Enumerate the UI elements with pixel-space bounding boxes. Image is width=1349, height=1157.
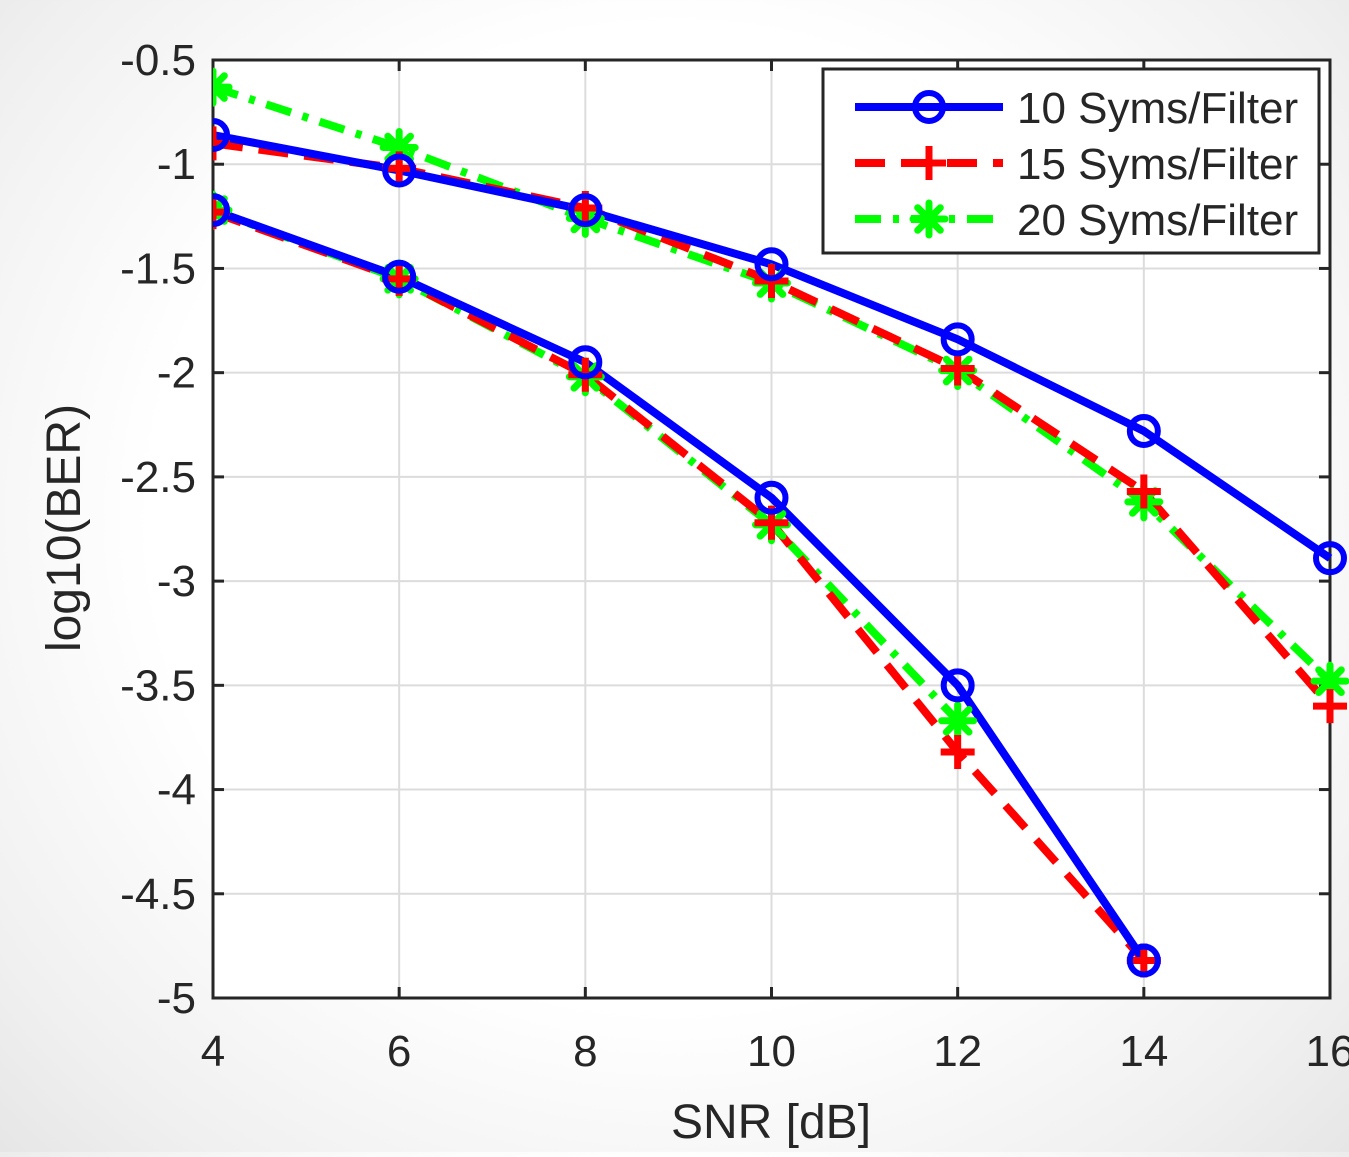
axis-labels: SNR [dB] log10(BER) — [38, 404, 871, 1149]
data-point-10-syms — [1313, 541, 1347, 576]
legend-marker — [909, 199, 949, 239]
y-tick-label: -1.5 — [120, 244, 196, 293]
y-tick-label: -0.5 — [120, 36, 196, 85]
y-tick-label: -3.5 — [120, 661, 196, 710]
data-point-10-syms — [940, 668, 975, 703]
legend-entry: 10 Syms/Filter — [855, 84, 1298, 133]
y-tick-label: -2 — [157, 349, 196, 398]
data-point-15-syms — [940, 735, 975, 770]
legend-marker — [912, 146, 946, 180]
data-series — [213, 67, 1349, 978]
legend-entry: 20 Syms/Filter — [855, 196, 1298, 245]
data-point-10-syms — [213, 118, 230, 153]
x-tick-label: 8 — [573, 1027, 597, 1076]
data-point-10-syms — [568, 345, 603, 380]
data-point-10-syms — [382, 259, 417, 294]
series-line-10-syms-group-2 — [213, 206, 1148, 963]
y-tick-label: -4.5 — [120, 870, 196, 919]
y-axis-label: log10(BER) — [38, 404, 91, 652]
data-point-10-syms — [568, 193, 603, 228]
data-point-10-syms — [754, 247, 789, 282]
y-tick-label: -2.5 — [120, 453, 196, 502]
legend-label: 15 Syms/Filter — [1017, 140, 1298, 189]
legend: 10 Syms/Filter 15 Syms/Filter 20 Syms/Filt… — [821, 67, 1321, 255]
y-tick-label: -1 — [157, 140, 196, 189]
data-point-20-syms — [938, 701, 978, 741]
data-point-15-syms — [940, 351, 975, 386]
data-point-15-syms — [1126, 474, 1161, 509]
data-point-20-syms — [213, 67, 233, 107]
y-tick-label: -4 — [157, 766, 196, 815]
legend-label: 10 Syms/Filter — [1017, 84, 1298, 133]
data-point-10-syms — [213, 193, 230, 228]
x-tick-label: 14 — [1119, 1027, 1168, 1076]
y-tick-label: -5 — [157, 974, 196, 1023]
x-tick-label: 6 — [387, 1027, 411, 1076]
data-point-10-syms — [940, 322, 975, 357]
x-tick-label: 12 — [933, 1027, 982, 1076]
data-point-20-syms — [1310, 661, 1349, 701]
data-point-10-syms — [754, 480, 789, 515]
data-point-10-syms — [382, 153, 417, 188]
legend-marker — [912, 90, 946, 124]
data-point-10-syms — [1126, 414, 1161, 449]
x-tick-label: 10 — [747, 1027, 796, 1076]
data-point-10-syms — [1126, 943, 1161, 978]
data-point-15-syms — [1313, 689, 1347, 724]
legend-entry: 15 Syms/Filter — [855, 140, 1298, 189]
legend-label: 20 Syms/Filter — [1017, 196, 1298, 245]
x-tick-label: 4 — [201, 1027, 225, 1076]
x-axis-label: SNR [dB] — [671, 1096, 871, 1149]
y-tick-label: -3 — [157, 557, 196, 606]
data-point-20-syms — [379, 128, 419, 168]
x-tick-label: 16 — [1306, 1027, 1349, 1076]
axes: 4 6 8 10 12 14 16 -0.5 -1 -1.5 -2 -2.5 -3 -3.5 -4 -4.5 -… — [120, 36, 1349, 1076]
